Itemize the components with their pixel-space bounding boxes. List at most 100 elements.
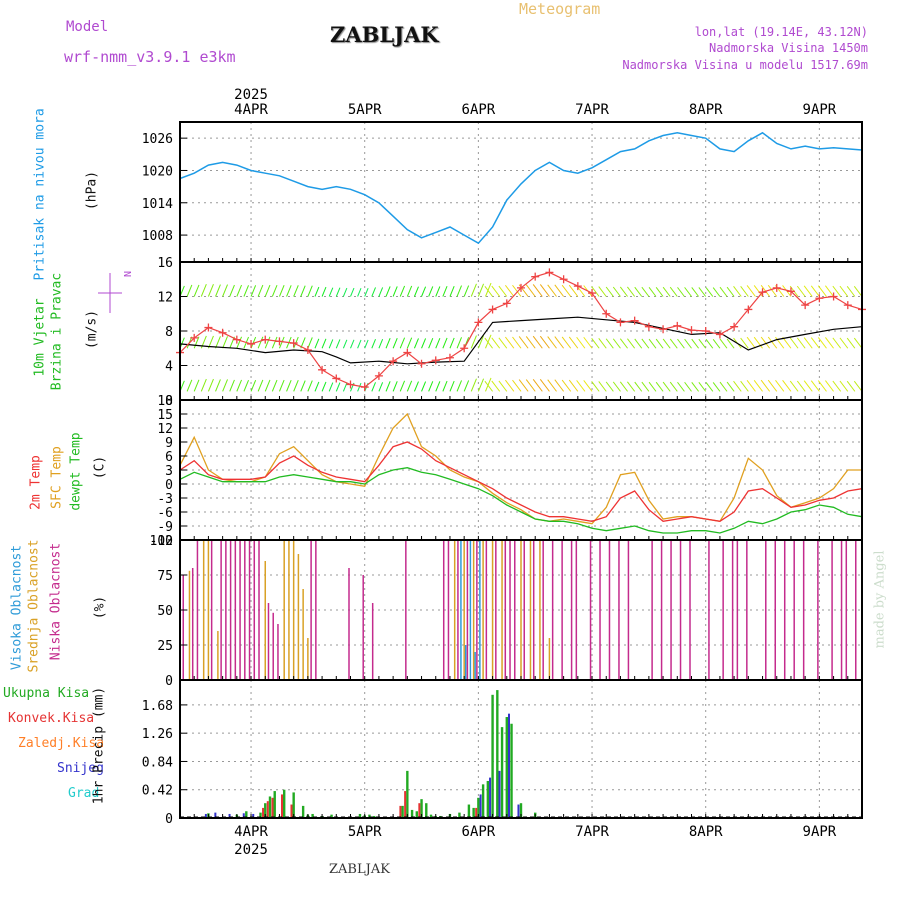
wind-barb — [712, 382, 721, 392]
wind-barb — [264, 336, 271, 349]
pressure-line — [179, 131, 863, 245]
wind-barb — [428, 337, 434, 349]
wind-barb — [378, 287, 384, 297]
wind-barb — [634, 381, 643, 392]
wind-barb — [399, 285, 406, 297]
wind-barb — [684, 287, 692, 297]
wind-barb — [641, 338, 650, 349]
wind-barb — [250, 380, 257, 392]
wind-barb — [767, 379, 778, 392]
wind-barb — [371, 339, 376, 349]
clouds-ytick-label: 25 — [157, 639, 173, 654]
wind-barb — [504, 379, 515, 392]
wind-barb — [789, 380, 799, 392]
precip-total-bar — [306, 814, 310, 818]
wind-barb — [449, 286, 455, 297]
temperature-ytick-label: 18 — [157, 394, 173, 409]
wind-barb — [817, 380, 827, 392]
precip-total-bar — [207, 813, 210, 818]
wind-barb — [698, 338, 707, 349]
wind-barb — [568, 284, 579, 297]
wind-barb — [335, 382, 341, 392]
wind-speed-point — [445, 353, 454, 362]
wind-barb — [470, 335, 477, 349]
wind-barb — [612, 286, 621, 297]
top-year-label: 2025 — [234, 87, 268, 103]
precip-total-bar — [477, 797, 480, 818]
precip-total-bar — [311, 813, 314, 818]
grid-layer — [180, 122, 862, 819]
wind-barb — [200, 335, 207, 349]
wind-barb — [591, 286, 600, 297]
precip-conv-bar — [271, 797, 274, 818]
wind-barb — [193, 379, 200, 392]
precip-conv-bar — [280, 794, 283, 818]
wind-barb — [350, 382, 355, 392]
bottom-date-label: 6APR — [462, 824, 496, 840]
wind-barb — [627, 381, 636, 392]
wind-barb — [512, 284, 522, 297]
wind-barb — [215, 284, 221, 297]
precip-total-bar — [491, 694, 494, 818]
wind-barb — [839, 380, 849, 392]
wind-barb — [179, 285, 185, 297]
wind-barb — [456, 337, 462, 349]
wind-barb — [512, 379, 522, 392]
wind-barb — [222, 336, 228, 349]
wind-barb — [598, 338, 607, 349]
precip-total-bar — [320, 815, 324, 818]
wind-barb — [485, 334, 492, 349]
precip-total-bar — [510, 723, 513, 818]
wind-barb — [357, 288, 362, 297]
wind-barb — [293, 379, 299, 392]
wind-speed-point — [772, 283, 781, 292]
precip-total-bar — [264, 803, 267, 818]
precip-total-bar — [486, 780, 490, 818]
page-title: ZABLJAK — [330, 22, 439, 47]
precip-snow-bar — [507, 713, 510, 818]
precip-total-bar — [401, 805, 404, 818]
wind-barb — [456, 285, 462, 297]
wind-speed-point — [176, 348, 184, 357]
wind-barb — [300, 285, 306, 297]
wind-barb — [796, 337, 806, 349]
wind-barb — [342, 339, 348, 349]
precip-unit: 1hr Precip (mm) — [91, 686, 107, 805]
wind-barb — [207, 335, 214, 349]
wind-unit: (m/s) — [84, 309, 100, 350]
wind-barb — [627, 338, 636, 349]
precip-conv-bar — [262, 807, 265, 818]
precip-total-bar — [292, 792, 295, 818]
wind-barb — [257, 379, 264, 392]
wind-barb — [491, 285, 501, 297]
wind-barb — [648, 338, 657, 349]
wind-speed-point — [346, 380, 355, 389]
wind-speed-point — [261, 335, 270, 344]
top-date-label: 6APR — [462, 102, 496, 118]
wind-speed-point — [616, 318, 625, 327]
wind-mean-line — [179, 316, 863, 365]
temp-dew-label: dewpt Temp — [68, 432, 84, 511]
wind-speed-point — [801, 301, 810, 310]
precip-total-bar — [410, 809, 414, 818]
wind-barb — [484, 380, 493, 392]
wind-barb — [215, 336, 221, 349]
wind-barb — [250, 285, 257, 297]
wind-barb — [428, 381, 434, 392]
wind-speed-point — [517, 283, 525, 292]
wind-barb — [504, 284, 515, 297]
wind-barb — [300, 380, 306, 392]
wind-barb — [698, 287, 707, 297]
wind-barb — [271, 336, 278, 349]
wind-barb — [669, 381, 678, 392]
wind-barb — [605, 286, 614, 297]
wind-barb — [364, 339, 369, 349]
precip-total-bar — [496, 690, 499, 818]
pressure-ytick-label: 1008 — [142, 229, 173, 244]
precip-total-bar — [458, 812, 461, 818]
precip-total-bar — [472, 807, 475, 818]
temperature-ytick-label: -9 — [157, 520, 173, 535]
wind-barb — [525, 336, 536, 349]
wind-barb — [583, 285, 593, 297]
